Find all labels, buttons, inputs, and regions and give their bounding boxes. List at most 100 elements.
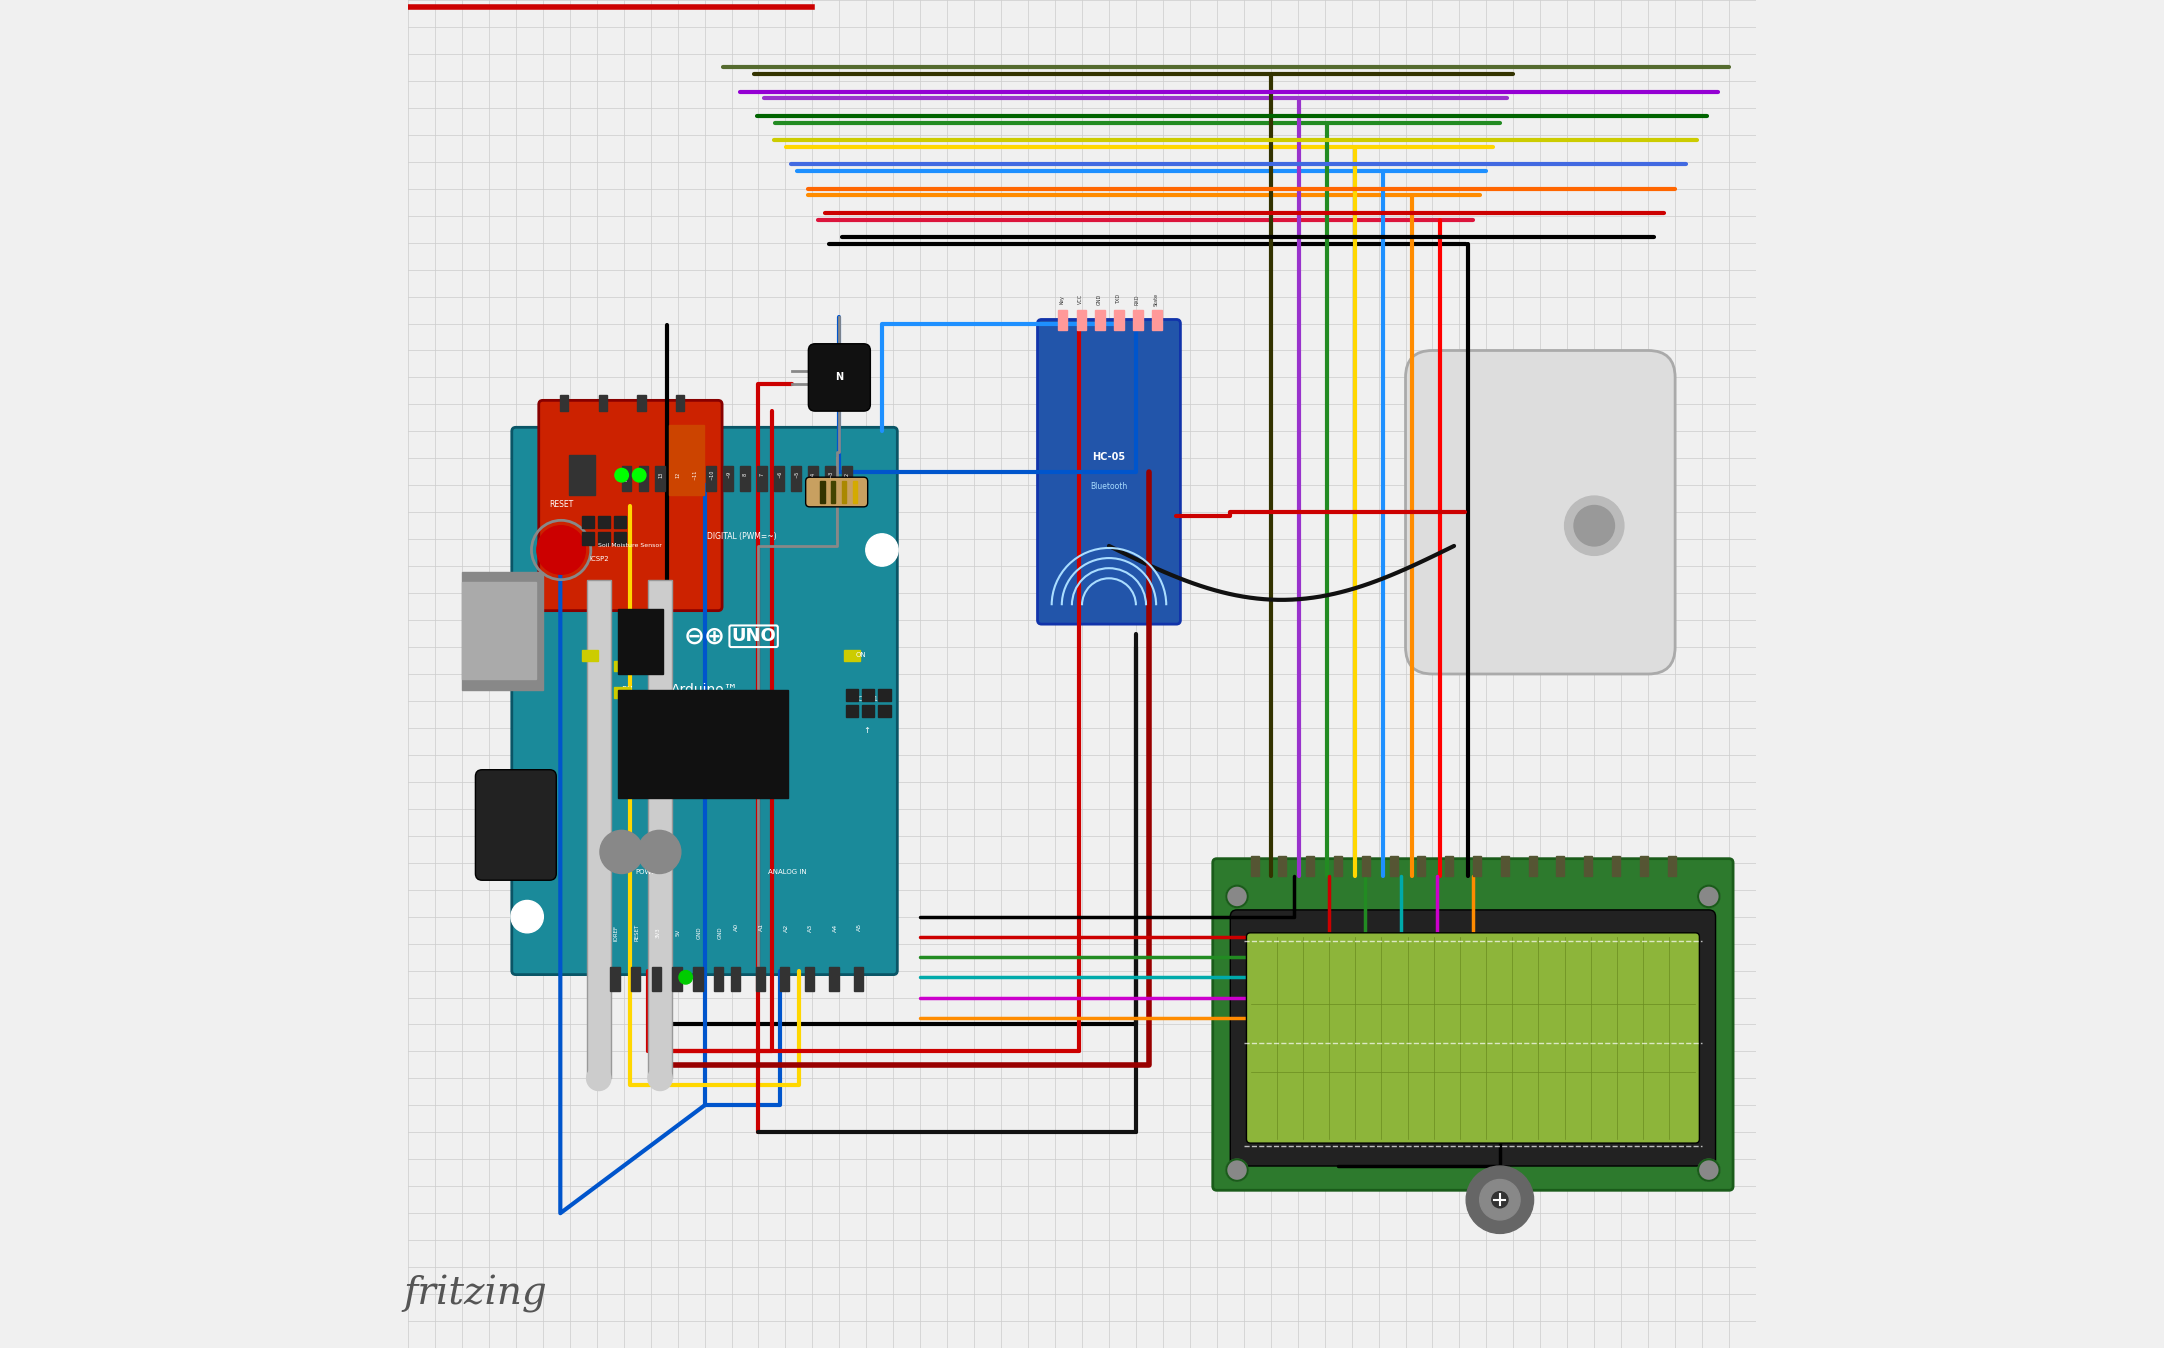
Text: 3V3: 3V3 xyxy=(656,927,660,938)
FancyBboxPatch shape xyxy=(476,770,556,880)
Circle shape xyxy=(866,534,898,566)
Bar xyxy=(651,967,662,991)
Circle shape xyxy=(537,526,586,574)
Bar xyxy=(560,395,569,411)
Bar xyxy=(1307,856,1314,876)
Text: ~10: ~10 xyxy=(710,469,714,480)
Bar xyxy=(617,609,662,674)
Bar xyxy=(569,454,595,495)
Text: A0: A0 xyxy=(734,923,740,931)
Text: HC-05: HC-05 xyxy=(1093,452,1125,462)
Text: 12: 12 xyxy=(675,472,679,477)
Bar xyxy=(879,705,892,717)
Bar xyxy=(1389,856,1398,876)
Text: TXD: TXD xyxy=(1117,294,1121,305)
Bar xyxy=(669,425,703,495)
Bar xyxy=(597,532,610,545)
Bar xyxy=(844,650,861,661)
Bar xyxy=(740,466,751,491)
Circle shape xyxy=(647,1066,673,1091)
Circle shape xyxy=(1227,886,1249,907)
Bar xyxy=(638,466,647,491)
Bar xyxy=(656,466,664,491)
Bar xyxy=(675,395,684,411)
Text: ~9: ~9 xyxy=(727,470,731,479)
FancyBboxPatch shape xyxy=(1037,319,1179,624)
Bar xyxy=(846,689,859,701)
Bar xyxy=(792,466,801,491)
Bar xyxy=(842,481,846,503)
Text: A4: A4 xyxy=(833,923,837,931)
Text: ICSP2: ICSP2 xyxy=(589,555,608,562)
Bar xyxy=(1640,856,1647,876)
Text: ~11: ~11 xyxy=(692,469,697,480)
Bar xyxy=(1251,856,1259,876)
Text: VCC: VCC xyxy=(1078,294,1084,305)
Text: ↑: ↑ xyxy=(863,727,870,735)
Text: ANALOG IN: ANALOG IN xyxy=(768,868,807,875)
FancyBboxPatch shape xyxy=(809,344,870,411)
Circle shape xyxy=(599,830,643,874)
Bar xyxy=(820,481,824,503)
Bar xyxy=(615,687,630,698)
Text: 8: 8 xyxy=(742,473,749,476)
Text: A1: A1 xyxy=(760,923,764,931)
Bar xyxy=(831,481,835,503)
Text: fritzing: fritzing xyxy=(403,1275,547,1313)
Bar xyxy=(461,582,537,679)
Bar xyxy=(582,650,597,661)
Bar xyxy=(1361,856,1370,876)
Bar xyxy=(1058,310,1067,330)
Bar xyxy=(775,466,783,491)
Bar xyxy=(621,466,632,491)
Bar xyxy=(1078,310,1086,330)
Text: 2: 2 xyxy=(844,473,850,476)
Circle shape xyxy=(679,971,692,984)
Text: Soil Moisture Sensor: Soil Moisture Sensor xyxy=(599,543,662,549)
Bar xyxy=(1114,310,1123,330)
Bar xyxy=(879,689,892,701)
FancyBboxPatch shape xyxy=(1246,933,1699,1143)
Text: TX: TX xyxy=(621,659,632,667)
FancyBboxPatch shape xyxy=(805,477,868,507)
Bar xyxy=(805,967,814,991)
Bar xyxy=(647,580,673,1078)
Text: GND: GND xyxy=(1097,294,1101,305)
Bar xyxy=(809,466,818,491)
Text: GND: GND xyxy=(641,469,647,480)
Bar xyxy=(615,532,625,545)
Bar xyxy=(755,967,764,991)
FancyBboxPatch shape xyxy=(513,427,898,975)
Bar xyxy=(1446,856,1454,876)
Circle shape xyxy=(1491,1192,1508,1208)
Text: IOREF: IOREF xyxy=(615,925,619,941)
Bar xyxy=(731,967,740,991)
Bar xyxy=(1474,856,1480,876)
Circle shape xyxy=(1467,1166,1534,1233)
Text: ~5: ~5 xyxy=(794,470,799,479)
Bar xyxy=(692,967,703,991)
Bar xyxy=(853,481,857,503)
Circle shape xyxy=(1699,1159,1720,1181)
Circle shape xyxy=(1480,1180,1519,1220)
Bar xyxy=(632,967,641,991)
Bar xyxy=(582,516,595,528)
Bar xyxy=(861,689,874,701)
Bar xyxy=(1500,856,1508,876)
Bar xyxy=(842,466,853,491)
Text: Bluetooth: Bluetooth xyxy=(1091,483,1127,491)
Bar xyxy=(723,466,734,491)
Text: GND: GND xyxy=(718,926,723,940)
Bar xyxy=(597,516,610,528)
Text: ⊖⊕: ⊖⊕ xyxy=(684,624,725,648)
Text: A5: A5 xyxy=(857,923,861,931)
Bar xyxy=(705,466,716,491)
Bar xyxy=(1528,856,1536,876)
Bar xyxy=(853,967,863,991)
FancyBboxPatch shape xyxy=(1407,350,1675,674)
Bar xyxy=(617,690,788,798)
FancyBboxPatch shape xyxy=(539,400,723,611)
Bar xyxy=(846,705,859,717)
FancyBboxPatch shape xyxy=(1212,859,1733,1190)
Bar xyxy=(861,705,874,717)
